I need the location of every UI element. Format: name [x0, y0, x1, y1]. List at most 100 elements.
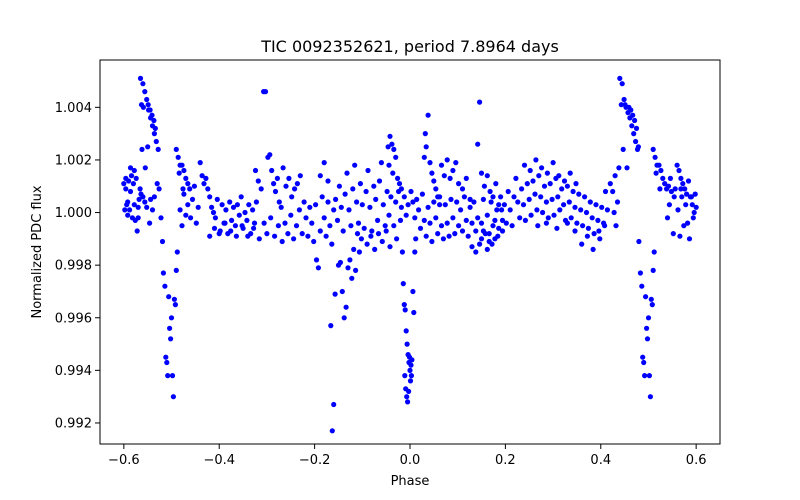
data-point — [410, 288, 416, 295]
data-point — [599, 204, 605, 210]
data-point — [313, 257, 320, 263]
data-point — [656, 162, 662, 168]
data-point — [413, 236, 419, 242]
data-point — [513, 175, 519, 181]
data-point — [378, 160, 384, 166]
data-point — [566, 199, 572, 205]
data-point — [547, 181, 553, 187]
data-point — [317, 173, 323, 179]
data-point — [191, 183, 197, 189]
data-point — [607, 181, 613, 187]
data-point — [616, 165, 622, 171]
data-point — [380, 202, 386, 208]
data-point — [242, 209, 248, 216]
data-point — [282, 220, 288, 226]
data-point — [258, 186, 264, 192]
data-point — [646, 373, 653, 379]
data-point — [448, 196, 454, 202]
data-point — [453, 160, 459, 166]
x-tick-label: 0.2 — [495, 453, 516, 468]
y-tick-label: 1.002 — [55, 153, 92, 168]
data-point — [664, 215, 671, 221]
data-point — [203, 175, 209, 181]
data-point — [395, 175, 401, 181]
data-point — [264, 231, 270, 237]
data-point — [165, 373, 171, 379]
data-point — [407, 378, 414, 384]
data-point — [619, 81, 625, 87]
data-point — [536, 173, 542, 179]
data-point — [610, 188, 616, 195]
data-point — [486, 231, 492, 237]
data-point — [123, 186, 129, 192]
data-point — [557, 207, 563, 213]
data-point — [325, 178, 331, 184]
data-point — [481, 183, 487, 189]
data-point — [236, 212, 242, 218]
data-point — [315, 265, 321, 271]
data-point — [156, 186, 162, 192]
data-point — [388, 194, 394, 200]
data-point — [517, 215, 523, 221]
y-tick-label: 0.994 — [55, 364, 92, 379]
data-point — [425, 112, 431, 118]
data-point — [142, 165, 148, 171]
data-point — [331, 401, 337, 408]
data-point — [639, 283, 645, 289]
data-point — [564, 183, 571, 189]
data-point — [195, 204, 201, 210]
data-point — [356, 249, 362, 255]
data-point — [140, 104, 146, 110]
data-point — [456, 223, 462, 229]
data-point — [158, 215, 164, 221]
data-point — [292, 186, 298, 192]
data-point — [375, 217, 381, 223]
data-point — [325, 199, 331, 205]
data-point — [256, 236, 262, 242]
chart-title: TIC 0092352621, period 7.8964 days — [260, 37, 559, 56]
data-point — [624, 165, 630, 171]
data-point — [499, 228, 506, 234]
data-point — [135, 215, 141, 221]
data-point — [239, 223, 245, 229]
data-point — [580, 223, 586, 229]
data-point — [572, 228, 578, 234]
data-point — [633, 125, 640, 131]
data-point — [375, 231, 382, 237]
data-point — [149, 207, 156, 213]
data-point — [405, 202, 411, 208]
data-point — [345, 265, 351, 271]
data-point — [321, 215, 327, 221]
data-point — [505, 188, 511, 195]
data-point — [583, 209, 590, 216]
data-point — [444, 220, 450, 226]
data-point — [147, 107, 153, 113]
data-point — [404, 341, 410, 347]
data-point — [349, 275, 355, 281]
data-point — [175, 154, 181, 160]
data-point — [278, 204, 284, 210]
data-point — [238, 194, 244, 200]
data-point — [329, 428, 335, 434]
data-point — [587, 199, 593, 205]
data-point — [489, 241, 495, 247]
data-point — [251, 225, 257, 231]
data-point — [545, 215, 551, 221]
data-point — [251, 220, 258, 226]
data-point — [386, 212, 392, 218]
data-point — [401, 302, 407, 308]
data-point — [647, 394, 654, 400]
x-tick-label: −0.2 — [299, 453, 331, 468]
data-point — [183, 212, 189, 218]
data-point — [604, 207, 611, 213]
x-axis-label: Phase — [391, 474, 430, 489]
data-point — [471, 199, 477, 205]
data-point — [435, 231, 441, 237]
data-point — [688, 194, 695, 200]
scatter-points — [121, 75, 699, 434]
data-point — [293, 223, 300, 229]
data-point — [400, 281, 406, 287]
data-point — [637, 270, 644, 276]
data-point — [427, 160, 433, 166]
data-point — [399, 249, 405, 255]
